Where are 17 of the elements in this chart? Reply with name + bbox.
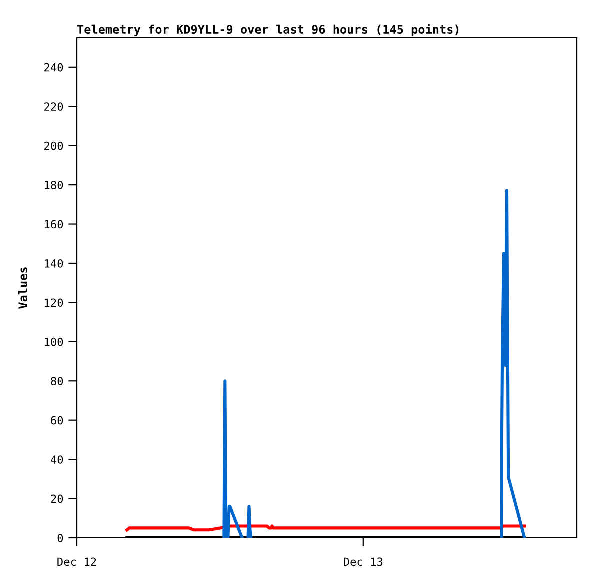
chart-title: Telemetry for KD9YLL-9 over last 96 hours (145 points) <box>78 24 459 36</box>
y-tick-label: 240 <box>44 63 64 72</box>
y-tick-label: 80 <box>51 377 64 386</box>
y-tick-label: 20 <box>51 494 64 504</box>
y-tick-label: 140 <box>45 259 64 268</box>
y-tick-label: 200 <box>44 142 64 150</box>
x-tick-label: Dec 13 <box>344 558 383 566</box>
y-tick-label: 60 <box>51 416 64 425</box>
y-axis-title: Values <box>18 268 28 309</box>
y-tick-label: 180 <box>45 181 64 190</box>
y-tick-label: 40 <box>50 456 64 464</box>
y-tick-label: 100 <box>45 338 64 346</box>
y-tick-label: 160 <box>45 220 64 229</box>
x-tick-label: Dec 12 <box>58 558 96 566</box>
y-tick-label: 120 <box>45 298 64 308</box>
y-tick-label: 0 <box>58 534 64 542</box>
y-tick-label: 220 <box>44 102 64 112</box>
